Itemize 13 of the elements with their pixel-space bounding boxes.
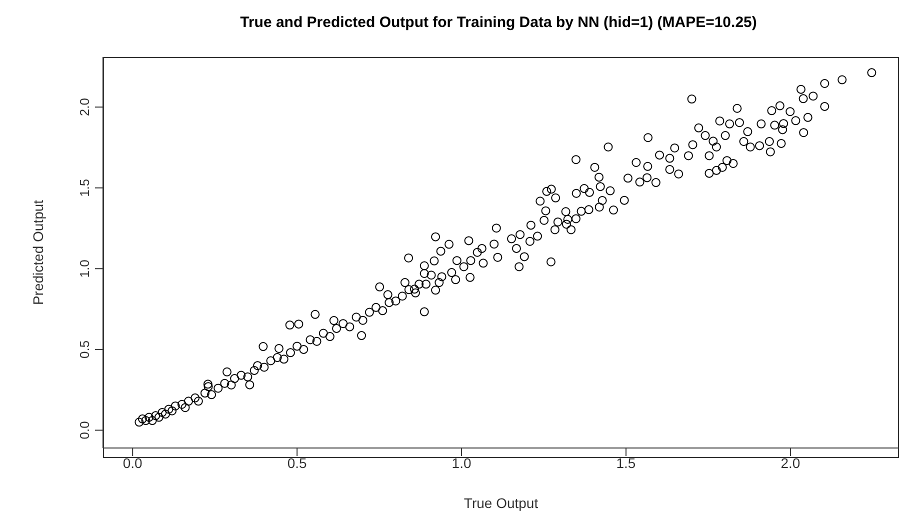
y-tick-label: 1.0: [77, 260, 92, 278]
y-tick-label: 2.0: [77, 98, 92, 116]
y-tick-label: 1.5: [77, 178, 92, 197]
x-tick-label: 1.0: [452, 454, 472, 471]
x-axis-title: True Output: [464, 495, 538, 511]
y-tick-label: 0.5: [77, 340, 92, 358]
y-axis-title: Predicted Output: [30, 200, 46, 306]
x-tick-label: 0.5: [287, 454, 308, 471]
chart-title: True and Predicted Output for Training Data by NN (hid=1) (MAPE=10.25): [239, 13, 758, 33]
x-tick-label: 0.0: [122, 454, 143, 471]
x-tick-label: 1.5: [616, 454, 636, 471]
x-tick-label: 2.0: [780, 454, 800, 471]
y-tick-label: 0.0: [77, 421, 92, 440]
